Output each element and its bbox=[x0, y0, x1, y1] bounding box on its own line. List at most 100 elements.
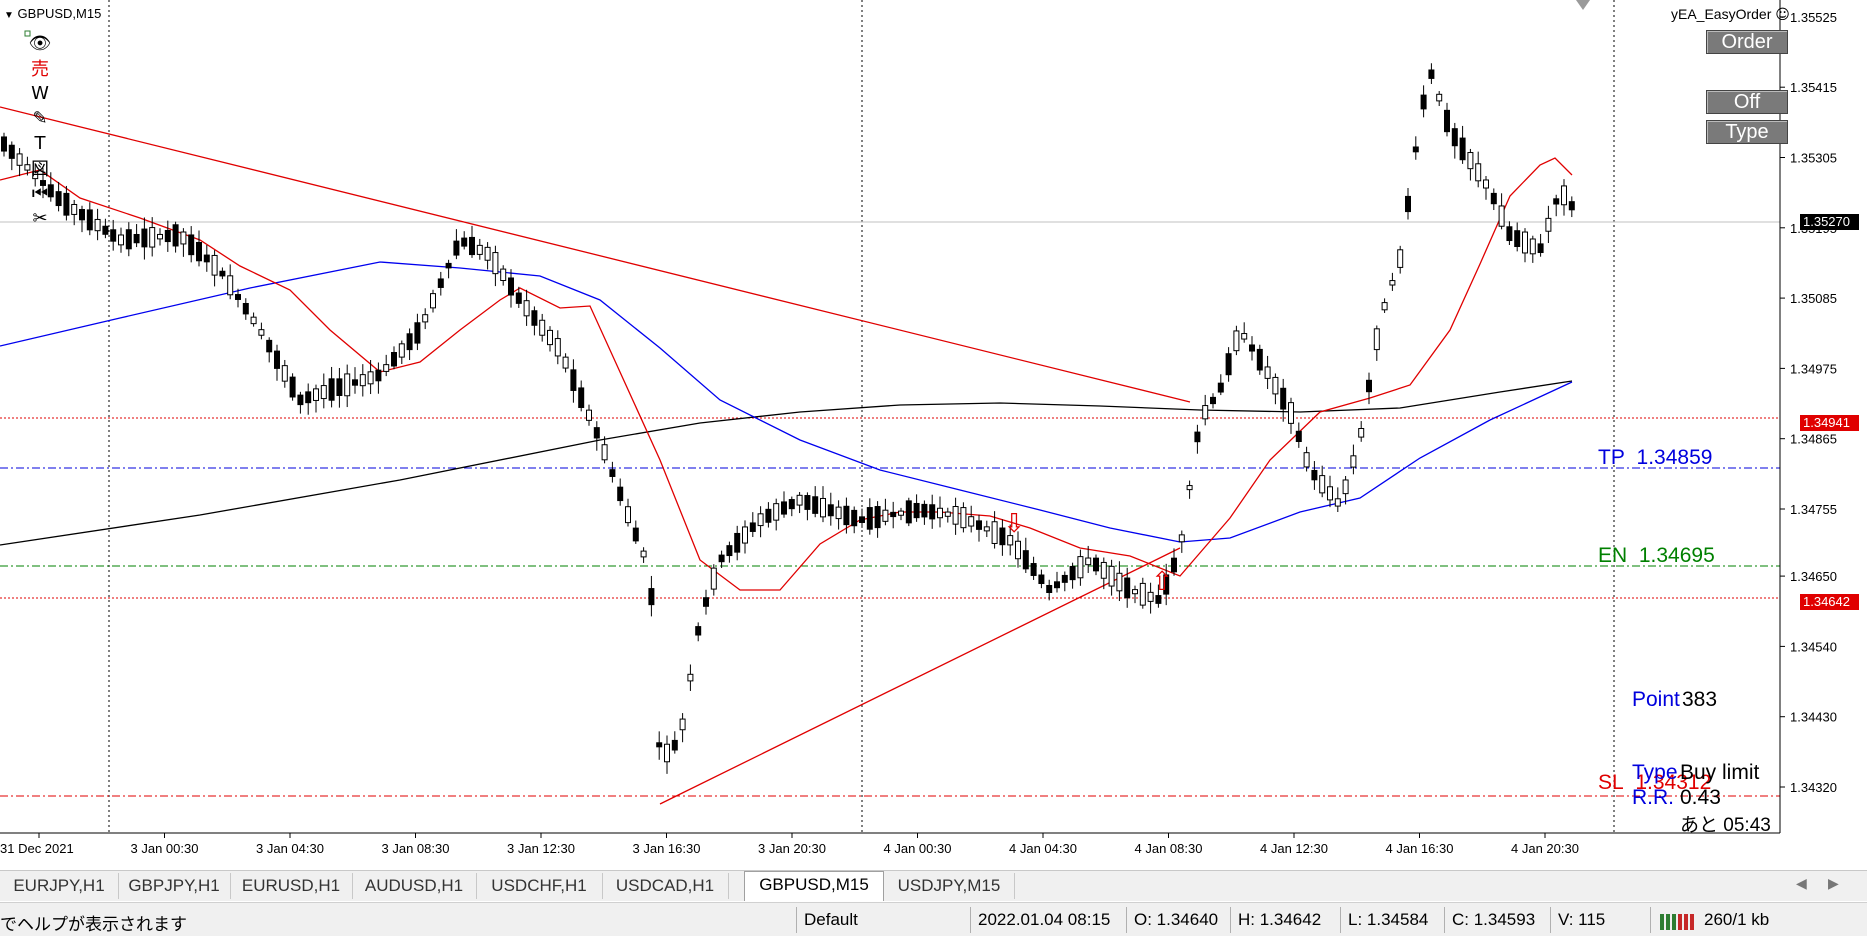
bull-candle bbox=[344, 373, 351, 397]
time-axis-label: 4 Jan 04:30 bbox=[1009, 841, 1077, 856]
chart-area[interactable]: ⇩⇧ 1.355251.354151.353051.351951.350851.… bbox=[0, 0, 1867, 870]
text-icon[interactable]: T bbox=[34, 132, 46, 154]
bear-candle bbox=[1256, 348, 1263, 371]
bear-candle bbox=[461, 237, 468, 247]
bear-candle bbox=[1030, 563, 1037, 576]
bull-candle bbox=[1233, 330, 1240, 352]
bear-candle bbox=[1420, 94, 1427, 110]
bear-candle bbox=[414, 322, 421, 344]
price-axis-label: 1.35305 bbox=[1790, 150, 1837, 165]
bull-candle bbox=[320, 385, 327, 400]
bear-candle bbox=[1069, 565, 1076, 581]
bear-candle bbox=[921, 503, 928, 518]
fast-moving-average-line bbox=[0, 157, 1573, 591]
bull-candle bbox=[227, 275, 234, 296]
tab-eurjpy-h1[interactable]: EURJPY,H1 bbox=[0, 873, 119, 899]
bull-candle bbox=[679, 718, 686, 731]
bull-candle bbox=[1085, 557, 1092, 566]
rewind-icon[interactable]: ⏮ bbox=[31, 182, 49, 204]
bull-candle bbox=[898, 510, 904, 516]
price-axis-label: 1.34865 bbox=[1790, 432, 1837, 447]
bear-candle bbox=[804, 495, 811, 510]
sell-arrow-icon: ⇩ bbox=[1003, 509, 1025, 539]
bear-candle bbox=[1093, 557, 1099, 572]
bear-candle bbox=[1444, 109, 1450, 133]
time-axis-label: 3 Jan 20:30 bbox=[758, 841, 826, 856]
bear-candle bbox=[765, 508, 772, 523]
bull-candle bbox=[1373, 328, 1380, 351]
bear-candle bbox=[79, 209, 85, 221]
bull-candle bbox=[367, 371, 374, 385]
bear-candle bbox=[999, 527, 1006, 546]
bear-candle bbox=[866, 507, 873, 530]
bull-candle bbox=[1561, 185, 1567, 206]
rr-value: 0.43 bbox=[1680, 786, 1721, 809]
bear-candle bbox=[1490, 192, 1497, 205]
bull-candle bbox=[398, 343, 405, 358]
type-button[interactable]: Type bbox=[1706, 120, 1788, 144]
bear-candle bbox=[164, 229, 171, 243]
bear-candle bbox=[812, 496, 819, 514]
sell-kanji-icon[interactable]: 売 bbox=[31, 59, 49, 80]
bull-candle bbox=[1529, 238, 1536, 255]
bull-candle bbox=[94, 218, 101, 232]
price-chart[interactable]: ⇩⇧ 1.355251.354151.353051.351951.350851.… bbox=[0, 0, 1867, 870]
w-icon[interactable]: W bbox=[31, 82, 49, 104]
bull-candle bbox=[1498, 205, 1505, 227]
bull-candle bbox=[539, 319, 546, 336]
bear-candle bbox=[328, 378, 335, 401]
bear-candle bbox=[1459, 137, 1466, 161]
tab-usdchf-h1[interactable]: USDCHF,H1 bbox=[476, 873, 603, 899]
sl-level-label: SL 1.34312 bbox=[1598, 771, 1712, 794]
bear-candle bbox=[1366, 379, 1372, 393]
price-axis-label: 1.34320 bbox=[1790, 780, 1837, 795]
scissors-icon[interactable]: ✂ bbox=[32, 207, 48, 229]
bull-candle bbox=[1358, 428, 1365, 438]
dropdown-triangle-icon[interactable]: ▼ bbox=[4, 10, 14, 21]
bear-candle bbox=[188, 234, 195, 256]
off-button[interactable]: Off bbox=[1706, 90, 1788, 114]
bear-candle bbox=[726, 545, 733, 557]
bear-candle bbox=[1225, 353, 1232, 376]
bear-candle bbox=[40, 180, 46, 186]
bull-candle bbox=[554, 338, 561, 357]
eye-icon[interactable]: 👁 bbox=[28, 32, 52, 54]
price-axis-label: 1.34430 bbox=[1790, 710, 1837, 725]
bear-candle bbox=[266, 339, 273, 353]
tab-usdjpy-m15[interactable]: USDJPY,M15 bbox=[884, 873, 1015, 899]
order-button[interactable]: Order bbox=[1706, 30, 1788, 54]
bear-candle bbox=[695, 626, 702, 636]
tab-usdcad-h1[interactable]: USDCAD,H1 bbox=[602, 873, 729, 899]
time-axis-label: 3 Jan 16:30 bbox=[633, 841, 701, 856]
chart-tabs: EURJPY,H1 GBPJPY,H1 EURUSD,H1 AUDUSD,H1 … bbox=[0, 870, 1867, 901]
bear-candle bbox=[55, 191, 62, 207]
ea-toolbar: 👁 売 W ✎ T 図 ⏮ ✂ bbox=[28, 32, 54, 232]
bull-candle bbox=[983, 526, 990, 532]
tab-eurusd-h1[interactable]: EURUSD,H1 bbox=[230, 873, 353, 899]
tab-audusd-h1[interactable]: AUDUSD,H1 bbox=[352, 873, 477, 899]
bear-candle bbox=[1210, 396, 1216, 405]
bull-candle bbox=[1077, 556, 1084, 579]
price-axis-label: 1.34975 bbox=[1790, 361, 1837, 376]
image-icon[interactable]: 図 bbox=[31, 159, 49, 180]
pencil-icon[interactable]: ✎ bbox=[32, 107, 48, 129]
bull-candle bbox=[484, 246, 491, 261]
status-bar: でヘルプが表示されます Default 2022.01.04 08:15 O: … bbox=[0, 902, 1867, 936]
bull-candle bbox=[383, 364, 390, 372]
bull-candle bbox=[820, 497, 826, 518]
bull-candle bbox=[1483, 179, 1489, 189]
bear-candle bbox=[141, 228, 148, 248]
bull-candle bbox=[601, 444, 608, 461]
bull-candle bbox=[1327, 486, 1333, 501]
tab-gbpjpy-h1[interactable]: GBPJPY,H1 bbox=[118, 873, 231, 899]
tab-gbpusd-m15[interactable]: GBPUSD,M15 bbox=[744, 871, 884, 901]
bear-candle bbox=[469, 236, 475, 256]
tab-scroll-right-icon[interactable]: ▶ bbox=[1828, 875, 1839, 891]
bull-candle bbox=[1319, 475, 1326, 494]
tab-scroll-left-icon[interactable]: ◀ bbox=[1796, 875, 1807, 891]
bear-candle bbox=[172, 224, 179, 247]
bear-candle bbox=[1506, 226, 1513, 242]
bull-candle bbox=[1178, 534, 1185, 543]
bear-candle bbox=[859, 516, 865, 523]
chart-shift-marker-icon bbox=[24, 30, 31, 37]
